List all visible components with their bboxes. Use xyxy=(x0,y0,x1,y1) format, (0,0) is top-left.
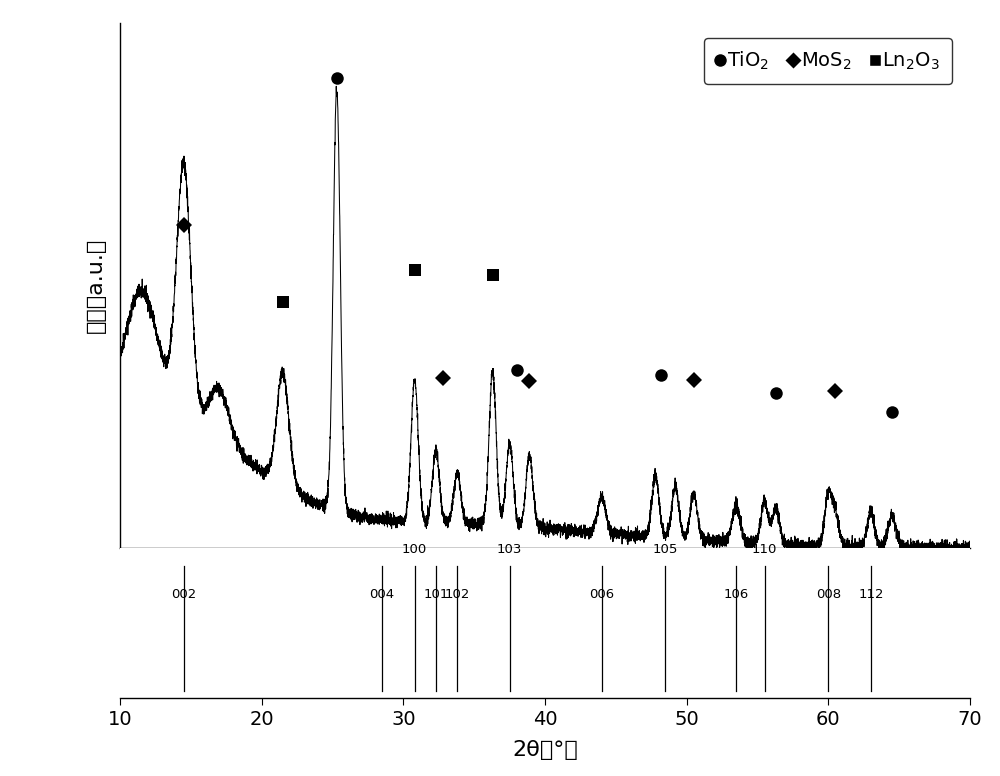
Text: 105: 105 xyxy=(653,543,678,556)
Text: 112: 112 xyxy=(858,588,884,601)
Text: 106: 106 xyxy=(724,588,749,601)
Text: 004: 004 xyxy=(370,588,395,601)
Y-axis label: 强度（a.u.）: 强度（a.u.） xyxy=(86,238,106,334)
Text: 103: 103 xyxy=(497,543,522,556)
Text: 101: 101 xyxy=(423,588,449,601)
Text: 100: 100 xyxy=(402,543,427,556)
Text: 002: 002 xyxy=(171,588,196,601)
Legend: TiO$_2$, MoS$_2$, Ln$_2$O$_3$: TiO$_2$, MoS$_2$, Ln$_2$O$_3$ xyxy=(704,38,952,84)
Text: 110: 110 xyxy=(752,543,777,556)
X-axis label: 2θ（°）: 2θ（°） xyxy=(512,740,578,760)
Text: 008: 008 xyxy=(816,588,841,601)
Text: 006: 006 xyxy=(589,588,614,601)
Text: 102: 102 xyxy=(444,588,470,601)
